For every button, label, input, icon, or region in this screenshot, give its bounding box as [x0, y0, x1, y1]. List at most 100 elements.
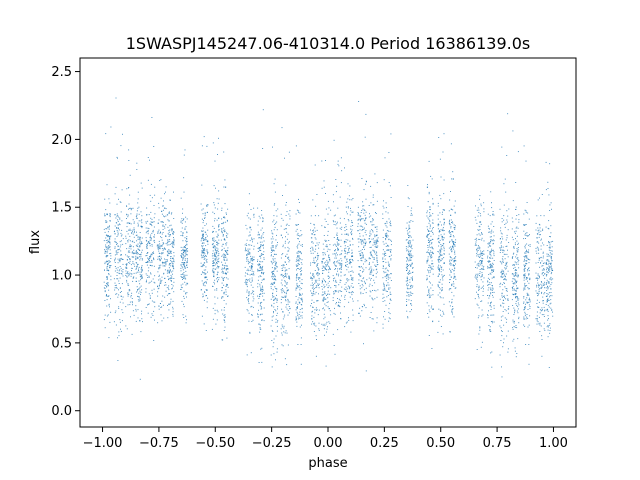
- data-point: [376, 259, 378, 261]
- data-point: [491, 207, 493, 209]
- data-point: [340, 239, 342, 241]
- data-point: [204, 231, 206, 233]
- data-point: [126, 264, 128, 265]
- data-point: [296, 284, 298, 286]
- data-point: [214, 296, 216, 298]
- data-point: [276, 325, 278, 327]
- data-point: [492, 292, 494, 293]
- data-point: [528, 301, 530, 303]
- data-point: [202, 250, 204, 252]
- data-point: [374, 298, 376, 300]
- data-point: [505, 321, 507, 323]
- data-point: [322, 258, 324, 259]
- data-point: [348, 248, 350, 250]
- data-point: [223, 151, 225, 153]
- data-point: [253, 248, 255, 250]
- data-point: [160, 231, 161, 233]
- data-point: [281, 273, 283, 275]
- data-point: [224, 231, 226, 233]
- data-point: [365, 198, 367, 200]
- data-point: [310, 264, 311, 266]
- data-point: [363, 277, 365, 279]
- data-point: [257, 231, 259, 233]
- data-point: [337, 238, 339, 240]
- data-point: [286, 308, 288, 310]
- data-point: [160, 221, 162, 223]
- data-point: [181, 227, 183, 229]
- data-point: [323, 235, 325, 236]
- data-point: [158, 229, 160, 231]
- data-point: [299, 287, 301, 289]
- data-point: [180, 267, 182, 269]
- data-point: [287, 250, 289, 252]
- data-point: [428, 272, 430, 274]
- data-point: [275, 310, 277, 312]
- data-point: [300, 298, 302, 299]
- data-point: [168, 293, 169, 295]
- data-point: [122, 133, 123, 135]
- data-point: [202, 245, 204, 247]
- data-point: [366, 279, 368, 281]
- data-point: [489, 278, 490, 280]
- data-point: [169, 235, 171, 237]
- data-point: [280, 328, 282, 330]
- data-point: [516, 272, 518, 274]
- data-point: [246, 281, 248, 283]
- data-point: [164, 265, 166, 267]
- data-point: [376, 254, 378, 256]
- data-point: [408, 260, 410, 262]
- data-point: [132, 233, 134, 235]
- data-point: [488, 227, 490, 229]
- data-point: [104, 314, 106, 316]
- data-point: [286, 290, 288, 292]
- data-point: [297, 265, 299, 267]
- data-point: [273, 279, 275, 281]
- data-point: [263, 320, 265, 322]
- data-point: [296, 306, 298, 308]
- data-point: [383, 261, 385, 262]
- data-point: [212, 211, 214, 213]
- data-point: [512, 256, 514, 258]
- data-point: [139, 249, 140, 251]
- data-point: [298, 316, 300, 318]
- data-point: [432, 321, 434, 323]
- data-point: [453, 265, 455, 266]
- data-point: [432, 213, 434, 215]
- data-point: [166, 287, 168, 289]
- data-point: [114, 312, 116, 314]
- data-point: [136, 256, 138, 258]
- data-point: [129, 272, 131, 274]
- data-point: [252, 260, 254, 262]
- data-point: [150, 239, 152, 241]
- data-point: [507, 249, 508, 251]
- data-point: [281, 344, 283, 346]
- data-point: [139, 254, 141, 255]
- data-point: [250, 258, 252, 260]
- data-point: [159, 284, 160, 286]
- data-point: [389, 313, 391, 315]
- data-point: [478, 262, 480, 264]
- data-point: [298, 314, 300, 315]
- data-point: [523, 274, 524, 276]
- data-point: [349, 292, 351, 294]
- data-point: [214, 253, 216, 255]
- data-point: [167, 254, 169, 256]
- data-point: [347, 183, 349, 185]
- data-point: [504, 258, 506, 260]
- data-point: [382, 323, 384, 325]
- data-point: [153, 259, 155, 261]
- data-point: [487, 281, 489, 283]
- data-point: [430, 296, 431, 298]
- data-point: [426, 186, 428, 188]
- data-point: [451, 178, 453, 180]
- data-point: [160, 246, 162, 247]
- data-point: [273, 219, 275, 221]
- data-point: [261, 254, 263, 256]
- data-point: [477, 215, 479, 217]
- data-point: [488, 297, 490, 299]
- data-point: [202, 239, 204, 241]
- data-point: [128, 250, 130, 252]
- data-point: [251, 270, 253, 272]
- data-point: [432, 265, 434, 267]
- data-point: [314, 309, 316, 311]
